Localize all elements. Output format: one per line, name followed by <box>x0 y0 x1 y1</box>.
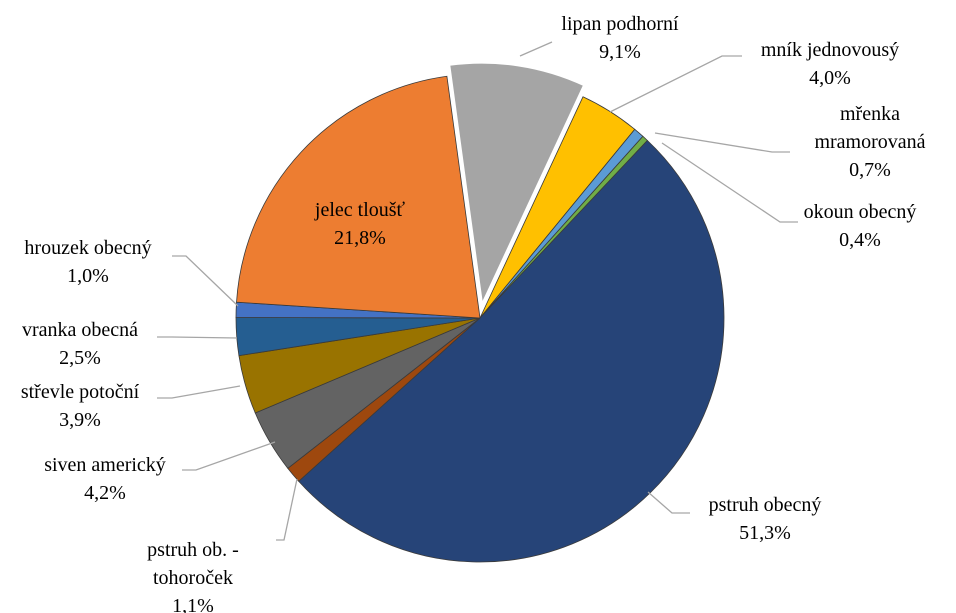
category-name: mřenka mramorovaná <box>814 103 926 153</box>
leader-line <box>182 441 276 471</box>
slice-label: jelec tloušť 21,8% <box>275 196 445 252</box>
value-label: 9,1% <box>599 41 641 63</box>
category-name: mník jednovousý <box>760 39 900 61</box>
value-label: 4,0% <box>809 67 851 89</box>
pie-slice <box>236 75 481 319</box>
leader-line <box>276 478 298 541</box>
value-label: 51,3% <box>739 522 791 544</box>
slice-label: střevle potoční 3,9% <box>0 378 160 434</box>
slice-label: lipan podhorní 9,1% <box>540 10 700 66</box>
value-label: 0,7% <box>849 159 891 181</box>
category-name: vranka obecná <box>21 319 139 341</box>
category-name: jelec tloušť <box>314 199 406 221</box>
category-name: pstruh ob. - tohoroček <box>147 539 239 589</box>
leader-line <box>609 55 742 113</box>
value-label: 3,9% <box>59 409 101 431</box>
category-name: okoun obecný <box>803 201 917 223</box>
pie-slice <box>298 139 725 563</box>
slice-label: okoun obecný 0,4% <box>780 198 940 254</box>
category-name: hrouzek obecný <box>24 237 152 259</box>
value-label: 2,5% <box>59 347 101 369</box>
leader-line <box>647 491 690 514</box>
leader-line <box>654 132 790 153</box>
slice-label: vranka obecná 2,5% <box>0 316 160 372</box>
category-name: lipan podhorní <box>561 13 679 35</box>
pie-slice <box>446 60 587 312</box>
value-label: 21,8% <box>334 227 386 249</box>
category-name: siven americký <box>44 454 166 476</box>
value-label: 1,1% <box>172 595 214 613</box>
leader-line <box>519 41 553 57</box>
slice-label: pstruh ob. - tohoroček 1,1% <box>131 536 256 613</box>
leader-line <box>157 385 241 399</box>
value-label: 4,2% <box>84 482 126 504</box>
value-label: 1,0% <box>67 265 109 287</box>
slice-label: mřenka mramorovaná 0,7% <box>803 100 938 184</box>
leader-line <box>661 142 798 223</box>
category-name: pstruh obecný <box>708 494 822 516</box>
slice-label: mník jednovousý 4,0% <box>730 36 930 92</box>
category-name: střevle potoční <box>20 381 140 403</box>
slice-label: hrouzek obecný 1,0% <box>3 234 173 290</box>
leader-line <box>157 336 238 339</box>
slice-label: siven americký 4,2% <box>20 451 190 507</box>
leader-line <box>172 255 239 307</box>
slice-label: pstruh obecný 51,3% <box>685 491 845 547</box>
value-label: 0,4% <box>839 229 881 251</box>
